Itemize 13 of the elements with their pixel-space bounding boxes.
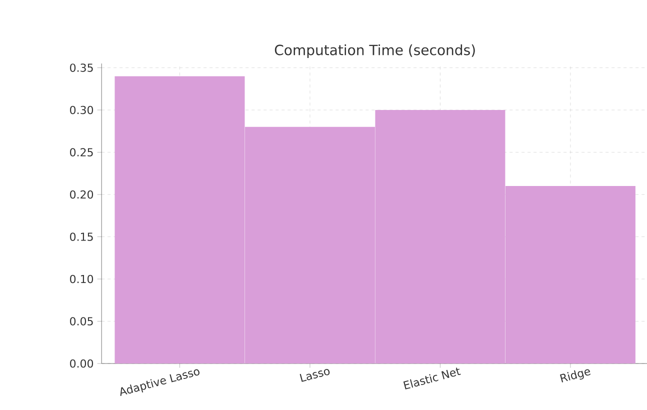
chart-title: Computation Time (seconds) (274, 44, 475, 58)
x-tick-label: Ridge (560, 369, 590, 382)
y-tick-label: 0.15 (70, 232, 93, 241)
y-tick-label: 0.10 (70, 274, 94, 284)
x-tick-label: Elastic Net (403, 368, 461, 390)
y-tick-label: 0.35 (70, 64, 93, 72)
y-tick-label: 0.00 (70, 359, 94, 368)
y-tick-label: 0.30 (70, 106, 94, 114)
y-tick-label: 0.25 (70, 148, 93, 156)
y-tick-label: 0.05 (70, 317, 93, 326)
x-tick-label: Lasso (300, 368, 330, 382)
y-tick-label: 0.20 (70, 190, 94, 199)
x-tick-label: Adaptive Lasso (120, 369, 200, 396)
